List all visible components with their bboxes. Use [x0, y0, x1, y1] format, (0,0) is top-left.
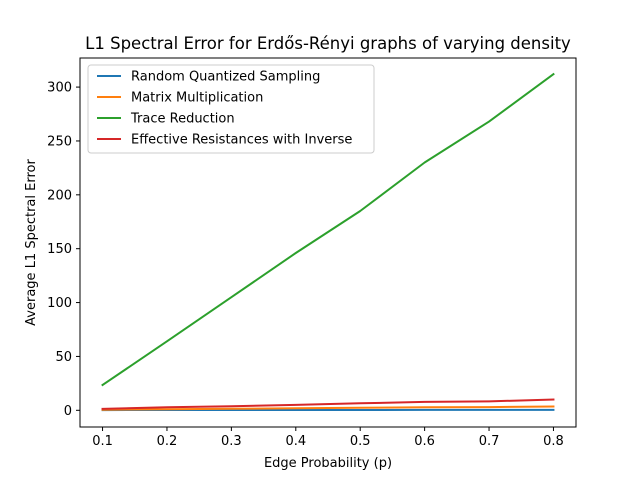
x-tick-label: 0.6 [414, 434, 435, 449]
x-tick-label: 0.1 [92, 434, 113, 449]
legend-label-0: Random Quantized Sampling [131, 70, 320, 85]
x-tick-label: 0.4 [285, 434, 306, 449]
x-tick-label: 0.7 [479, 434, 500, 449]
legend-label-2: Trace Reduction [130, 112, 235, 127]
x-tick-label: 0.3 [221, 434, 242, 449]
y-tick-label: 300 [47, 81, 72, 96]
y-tick-label: 100 [47, 296, 72, 311]
y-tick-label: 200 [47, 188, 72, 203]
y-tick-label: 250 [47, 134, 72, 149]
y-tick-label: 0 [64, 404, 72, 419]
y-tick-label: 50 [55, 350, 72, 365]
chart-title: L1 Spectral Error for Erdős-Rényi graphs… [85, 34, 571, 53]
legend-label-3: Effective Resistances with Inverse [131, 133, 352, 148]
x-tick-label: 0.2 [157, 434, 178, 449]
x-tick-label: 0.5 [350, 434, 371, 449]
legend-label-1: Matrix Multiplication [131, 91, 263, 106]
x-axis-label: Edge Probability (p) [264, 456, 392, 471]
y-axis-label: Average L1 Spectral Error [24, 159, 39, 326]
x-tick-label: 0.8 [543, 434, 564, 449]
y-tick-label: 150 [47, 242, 72, 257]
legend: Random Quantized Sampling Matrix Multipli… [88, 65, 374, 153]
